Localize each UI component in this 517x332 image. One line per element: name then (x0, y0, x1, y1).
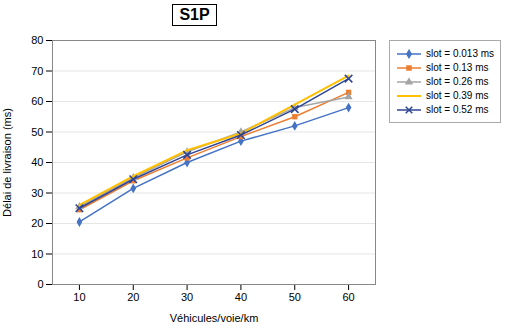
html-text:slot = 0.52 ms: slot = 0.52 ms (426, 104, 489, 115)
svg-text:Véhicules/voie/km: Véhicules/voie/km (170, 312, 259, 324)
svg-text:30: 30 (181, 291, 193, 303)
svg-text:60: 60 (31, 95, 43, 107)
svg-text:10: 10 (73, 291, 85, 303)
svg-text:10: 10 (31, 248, 43, 260)
html-text:S1P: S1P (179, 6, 210, 23)
svg-text:70: 70 (31, 65, 43, 77)
svg-text:80: 80 (31, 34, 43, 46)
svg-text:40: 40 (31, 156, 43, 168)
html-text:slot = 0.39 ms: slot = 0.39 ms (426, 90, 489, 101)
svg-text:30: 30 (31, 187, 43, 199)
svg-text:Délai de livraison (ms): Délai de livraison (ms) (1, 108, 13, 217)
html-text:slot = 0.13 ms: slot = 0.13 ms (426, 62, 489, 73)
svg-text:20: 20 (31, 217, 43, 229)
svg-text:60: 60 (342, 291, 354, 303)
svg-text:0: 0 (37, 278, 43, 290)
svg-text:40: 40 (235, 291, 247, 303)
svg-text:50: 50 (31, 126, 43, 138)
svg-text:50: 50 (289, 291, 301, 303)
svg-text:20: 20 (127, 291, 139, 303)
html-text:slot = 0.013 ms: slot = 0.013 ms (426, 48, 495, 59)
html-text:slot = 0.26 ms: slot = 0.26 ms (426, 76, 489, 87)
